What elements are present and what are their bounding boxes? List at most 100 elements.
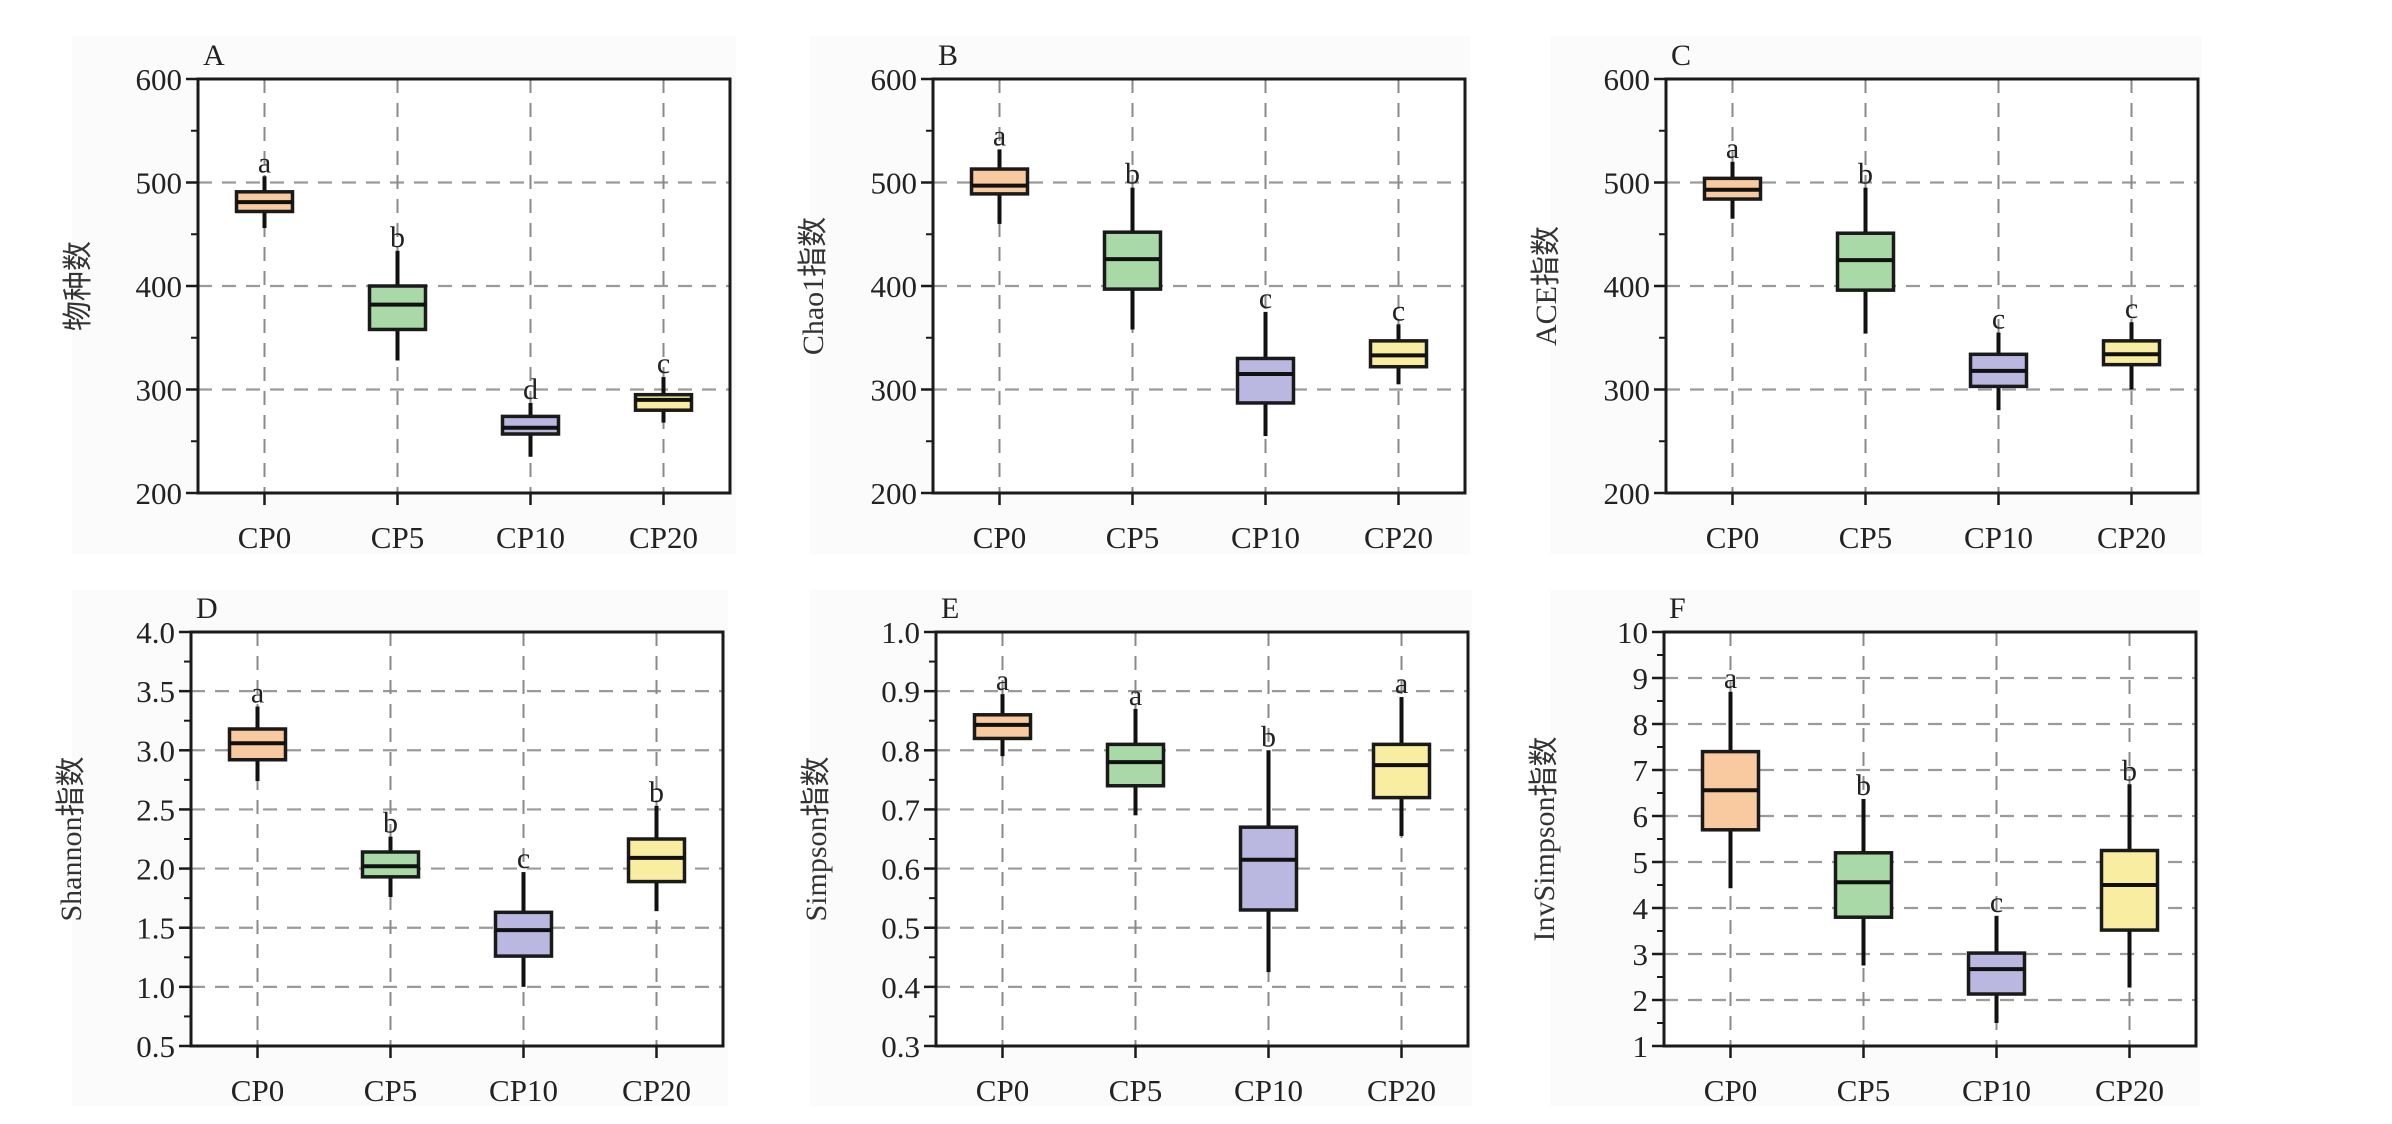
significance-letter: a xyxy=(993,119,1006,152)
box-CP10: c xyxy=(1966,886,2027,1023)
y-tick-label: 4.0 xyxy=(136,615,175,650)
box-iqr xyxy=(1235,356,1296,405)
y-tick-label: 10 xyxy=(1617,615,1648,650)
box-CP0: a xyxy=(234,146,295,229)
panel-E: 0.3 0.4 0.5 0.6 0.7 0.8 0.9 1.0 CP0 CP5 CP10 CP20 E S… xyxy=(800,590,1472,1108)
significance-letter: a xyxy=(1129,679,1142,712)
significance-letter: a xyxy=(258,146,271,179)
significance-letter: d xyxy=(523,373,538,406)
y-tick-label: 1.5 xyxy=(136,911,175,946)
y-tick-label: 2.5 xyxy=(136,792,175,827)
plot-area xyxy=(1662,630,2198,1048)
y-tick-label: 500 xyxy=(1604,166,1651,201)
significance-letter: b xyxy=(2122,754,2137,787)
y-axis-label: ACE指数 xyxy=(1530,226,1563,346)
x-tick-label: CP10 xyxy=(1234,1073,1303,1108)
x-tick-label: CP20 xyxy=(2097,520,2166,555)
significance-letter: c xyxy=(657,347,670,380)
x-tick-label: CP5 xyxy=(364,1073,417,1108)
y-tick-label: 4 xyxy=(1633,891,1649,926)
y-tick-label: 1.0 xyxy=(881,615,920,650)
box-CP10: c xyxy=(1968,303,2029,411)
y-tick-label: 7 xyxy=(1633,753,1649,788)
x-tick-label: CP10 xyxy=(496,520,565,555)
x-tick-label: CP20 xyxy=(1367,1073,1436,1108)
significance-letter: a xyxy=(1395,667,1408,700)
x-tick-label: CP5 xyxy=(371,520,424,555)
y-tick-label: 600 xyxy=(1604,62,1651,97)
x-tick-label: CP0 xyxy=(1704,1073,1757,1108)
significance-letter: b xyxy=(649,776,664,809)
box-CP5: a xyxy=(1105,679,1166,816)
y-tick-label: 400 xyxy=(871,269,918,304)
y-tick-label: 600 xyxy=(871,62,918,97)
y-axis-label: Chao1指数 xyxy=(797,217,830,355)
significance-letter: b xyxy=(383,807,398,840)
y-axis-label: Shannon指数 xyxy=(55,757,88,922)
y-axis-label: Simpson指数 xyxy=(800,756,833,921)
x-tick-label: CP20 xyxy=(1364,520,1433,555)
x-tick-label: CP0 xyxy=(231,1073,284,1108)
box-iqr xyxy=(1238,825,1299,912)
y-tick-label: 300 xyxy=(1604,373,1651,408)
box-CP0: a xyxy=(227,677,288,782)
panel-letter: B xyxy=(938,39,958,72)
plot-area xyxy=(934,630,1470,1048)
significance-letter: b xyxy=(1261,720,1276,753)
y-tick-label: 3.0 xyxy=(136,733,175,768)
box-iqr xyxy=(1105,742,1166,788)
y-tick-label: 300 xyxy=(136,373,183,408)
panel-C: 200 300 400 500 600 CP0 CP5 CP10 CP20 C ACE指数 a b c c xyxy=(1530,36,2202,555)
box-iqr xyxy=(500,414,561,436)
x-tick-label: CP5 xyxy=(1837,1073,1890,1108)
box-iqr xyxy=(2099,848,2160,932)
significance-letter: b xyxy=(390,221,405,254)
box-iqr xyxy=(969,167,1030,196)
x-tick-label: CP20 xyxy=(629,520,698,555)
y-tick-label: 0.7 xyxy=(881,792,920,827)
y-tick-label: 400 xyxy=(1604,269,1651,304)
y-tick-label: 0.9 xyxy=(881,674,920,709)
panel-letter: E xyxy=(941,592,959,625)
box-CP5: b xyxy=(367,221,428,361)
panel-letter: F xyxy=(1669,592,1686,625)
significance-letter: c xyxy=(517,842,530,875)
box-CP20: c xyxy=(1368,294,1429,385)
panel-B: 200 300 400 500 600 CP0 CP5 CP10 CP20 B Chao1指数 a b c… xyxy=(797,36,1470,555)
box-iqr xyxy=(1833,851,1894,919)
y-tick-label: 0.3 xyxy=(881,1029,920,1064)
box-CP10: c xyxy=(493,842,554,987)
box-iqr xyxy=(626,837,687,884)
significance-letter: a xyxy=(1724,662,1737,695)
box-CP20: b xyxy=(2099,754,2160,988)
y-tick-label: 300 xyxy=(871,373,918,408)
panel-letter: A xyxy=(203,39,225,72)
y-tick-label: 200 xyxy=(1604,476,1651,511)
y-tick-label: 3 xyxy=(1633,937,1649,972)
significance-letter: c xyxy=(1992,303,2005,336)
panel-letter: C xyxy=(1671,39,1691,72)
x-tick-label: CP20 xyxy=(622,1073,691,1108)
significance-letter: b xyxy=(1856,769,1871,802)
box-CP5: b xyxy=(1835,158,1896,334)
y-axis-label: 物种数 xyxy=(62,241,95,331)
x-tick-label: CP0 xyxy=(238,520,291,555)
y-tick-label: 0.6 xyxy=(881,852,920,887)
box-CP0: a xyxy=(972,664,1033,757)
y-tick-label: 9 xyxy=(1633,661,1649,696)
box-iqr xyxy=(1966,951,2027,996)
box-CP5: b xyxy=(1102,158,1163,330)
box-CP10: b xyxy=(1238,720,1299,973)
y-tick-label: 6 xyxy=(1633,799,1649,834)
box-iqr xyxy=(1371,742,1432,800)
x-tick-label: CP10 xyxy=(1964,520,2033,555)
y-tick-label: 400 xyxy=(136,269,183,304)
y-tick-label: 0.5 xyxy=(881,911,920,946)
y-tick-label: 3.5 xyxy=(136,674,175,709)
box-CP0: a xyxy=(969,119,1030,224)
y-tick-label: 0.5 xyxy=(136,1029,175,1064)
box-CP0: a xyxy=(1702,132,1763,219)
significance-letter: a xyxy=(996,664,1009,697)
significance-letter: a xyxy=(1726,132,1739,165)
